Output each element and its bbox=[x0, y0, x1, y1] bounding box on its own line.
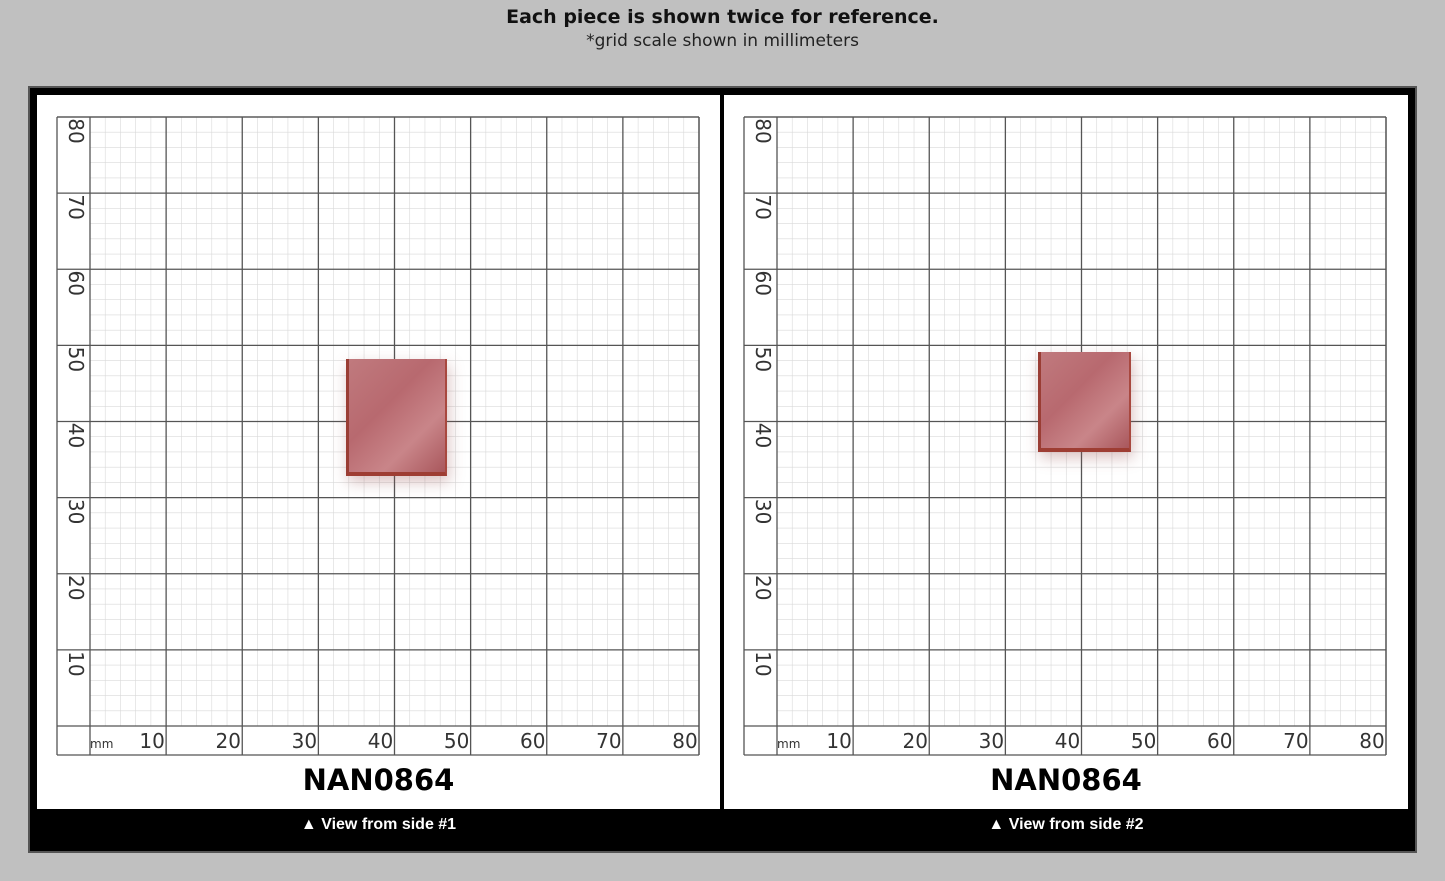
y-tick-label: 80 bbox=[64, 118, 88, 143]
panel-side-1: mm 10 20 30 40 50 60 70 80 80 70 60 50 40 30 20 10 NAN08… bbox=[37, 95, 720, 809]
x-tick-label: 70 bbox=[596, 729, 621, 753]
product-code-side-1: NAN0864 bbox=[302, 763, 455, 797]
x-tick-label: 40 bbox=[368, 729, 393, 753]
y-tick-label: 70 bbox=[64, 194, 88, 219]
y-tick-label: 20 bbox=[64, 575, 88, 600]
panel-side-2: mm 10 20 30 40 50 60 70 80 80 70 60 50 40 30 20 10 NAN08… bbox=[724, 95, 1408, 809]
x-tick-label: 50 bbox=[1131, 729, 1156, 753]
y-tick-label: 30 bbox=[751, 499, 775, 524]
x-tick-label: 20 bbox=[216, 729, 241, 753]
y-tick-label: 60 bbox=[751, 271, 775, 296]
y-tick-label: 70 bbox=[751, 194, 775, 219]
tile-piece-side-2 bbox=[1038, 352, 1131, 452]
y-tick-label: 40 bbox=[751, 423, 775, 448]
x-tick-label: 20 bbox=[903, 729, 928, 753]
y-tick-label: 50 bbox=[64, 347, 88, 372]
x-tick-label: 30 bbox=[292, 729, 317, 753]
x-tick-label: 60 bbox=[520, 729, 545, 753]
y-tick-label: 20 bbox=[751, 575, 775, 600]
x-tick-label: 80 bbox=[1359, 729, 1384, 753]
caption-side-2: ▲ View from side #2 bbox=[988, 816, 1144, 833]
y-tick-label: 10 bbox=[64, 651, 88, 676]
x-tick-label: 10 bbox=[826, 729, 851, 753]
product-code-side-2: NAN0864 bbox=[990, 763, 1142, 797]
x-tick-label: 40 bbox=[1055, 729, 1080, 753]
unit-label: mm bbox=[90, 737, 113, 751]
page-subtitle: *grid scale shown in millimeters bbox=[586, 31, 859, 51]
page-title: Each piece is shown twice for reference. bbox=[506, 6, 939, 28]
y-tick-label: 80 bbox=[751, 118, 775, 143]
y-tick-label: 60 bbox=[64, 271, 88, 296]
x-tick-label: 80 bbox=[672, 729, 697, 753]
x-tick-label: 60 bbox=[1207, 729, 1232, 753]
y-tick-label: 30 bbox=[64, 499, 88, 524]
x-tick-label: 30 bbox=[979, 729, 1004, 753]
caption-side-1: ▲ View from side #1 bbox=[300, 816, 457, 833]
x-tick-label: 10 bbox=[139, 729, 164, 753]
unit-label: mm bbox=[777, 737, 800, 751]
grid-side-1: mm 10 20 30 40 50 60 70 80 80 70 60 50 40 30 20 10 bbox=[56, 116, 700, 756]
grid-side-2: mm 10 20 30 40 50 60 70 80 80 70 60 50 40 30 20 10 bbox=[743, 116, 1387, 756]
y-tick-label: 50 bbox=[751, 347, 775, 372]
y-tick-label: 10 bbox=[751, 651, 775, 676]
tile-piece-side-1 bbox=[346, 359, 447, 476]
y-tick-label: 40 bbox=[64, 423, 88, 448]
x-tick-label: 70 bbox=[1283, 729, 1308, 753]
x-tick-label: 50 bbox=[444, 729, 469, 753]
